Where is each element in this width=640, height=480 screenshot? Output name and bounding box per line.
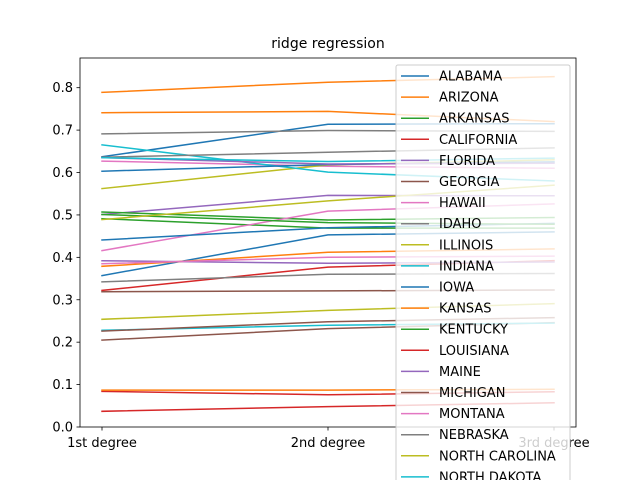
legend-label-nebraska: NEBRASKA	[439, 428, 509, 443]
legend-label-michigan: MICHIGAN	[439, 386, 505, 401]
legend-label-arkansas: ARKANSAS	[439, 112, 509, 127]
x-tick-label: 1st degree	[67, 436, 137, 451]
x-tick-label: 2nd degree	[291, 436, 365, 451]
y-tick-label: 0.4	[52, 251, 73, 266]
y-tick-label: 0.0	[52, 421, 73, 436]
legend-box	[395, 64, 571, 480]
legend-label-california: CALIFORNIA	[439, 133, 517, 148]
y-tick-label: 0.6	[52, 166, 73, 181]
legend-label-north-dakota: NORTH DAKOTA	[439, 470, 542, 480]
legend-label-north-carolina: NORTH CAROLINA	[439, 449, 556, 464]
legend-label-montana: MONTANA	[439, 407, 505, 422]
y-tick-label: 0.5	[52, 208, 73, 223]
legend: ALABAMA ARIZONA ARKANSAS CALIFORNIA FLORIDA G…	[395, 64, 571, 480]
legend-label-georgia: GEORGIA	[439, 175, 499, 190]
legend-label-louisiana: LOUISIANA	[439, 344, 509, 359]
y-tick-label: 0.7	[52, 124, 73, 139]
legend-label-maine: MAINE	[439, 365, 481, 380]
y-tick-label: 0.2	[52, 336, 73, 351]
legend-label-indiana: INDIANA	[439, 259, 494, 274]
legend-label-arizona: ARIZONA	[439, 91, 499, 106]
legend-label-kentucky: KENTUCKY	[439, 323, 508, 338]
legend-label-idaho: IDAHO	[439, 217, 482, 232]
legend-label-florida: FLORIDA	[439, 154, 495, 169]
legend-label-hawaii: HAWAII	[439, 196, 486, 211]
y-tick-label: 0.3	[52, 293, 73, 308]
y-tick-label: 0.8	[52, 81, 73, 96]
legend-label-kansas: KANSAS	[439, 302, 492, 317]
chart-title: ridge regression	[271, 36, 384, 52]
legend-label-alabama: ALABAMA	[439, 70, 502, 85]
legend-label-illinois: ILLINOIS	[439, 238, 493, 253]
legend-label-iowa: IOWA	[439, 281, 474, 296]
y-tick-label: 0.1	[52, 378, 73, 393]
